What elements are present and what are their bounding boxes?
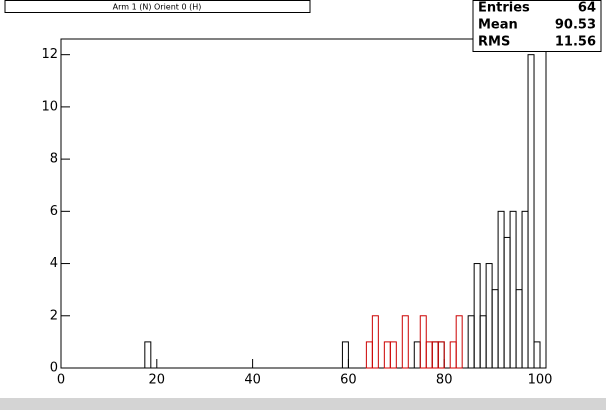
x-tick-label: 0: [57, 373, 65, 388]
histogram-bin: [437, 341, 445, 369]
y-tick-label: 2: [50, 308, 58, 323]
histogram-bin: [389, 341, 397, 369]
x-tick-label: 20: [149, 373, 166, 388]
chart-title: Arm 1 (N) Orient 0 (H): [113, 3, 202, 12]
y-tick-label: 4: [50, 256, 58, 271]
y-tick-label: 10: [41, 99, 58, 114]
stat-value: 90.53: [555, 18, 596, 33]
stat-value: 11.56: [555, 35, 596, 50]
y-tick-label: 6: [50, 204, 58, 219]
histogram-bin: [341, 341, 349, 369]
histogram-bin: [401, 315, 409, 369]
y-tick-label: 8: [50, 152, 58, 167]
histogram-bin: [527, 54, 535, 369]
x-tick-label: 40: [244, 373, 261, 388]
histogram-bin: [533, 341, 541, 369]
x-tick-label: 80: [436, 373, 453, 388]
y-tick-label: 0: [50, 361, 58, 376]
stats-box: [472, 0, 602, 52]
y-tick-label: 12: [41, 47, 58, 62]
histogram-bin: [371, 315, 379, 369]
stat-label: Mean: [478, 18, 518, 33]
stat-value: 64: [578, 1, 596, 16]
x-tick-label: 60: [340, 373, 357, 388]
x-tick-label: 100: [528, 373, 553, 388]
histogram-bin: [455, 315, 463, 369]
status-strip: [0, 398, 606, 410]
stat-label: RMS: [478, 35, 510, 50]
histogram-bin: [144, 341, 152, 369]
stat-label: Entries: [478, 1, 530, 16]
title-box: [4, 0, 311, 13]
frame: [60, 38, 547, 369]
